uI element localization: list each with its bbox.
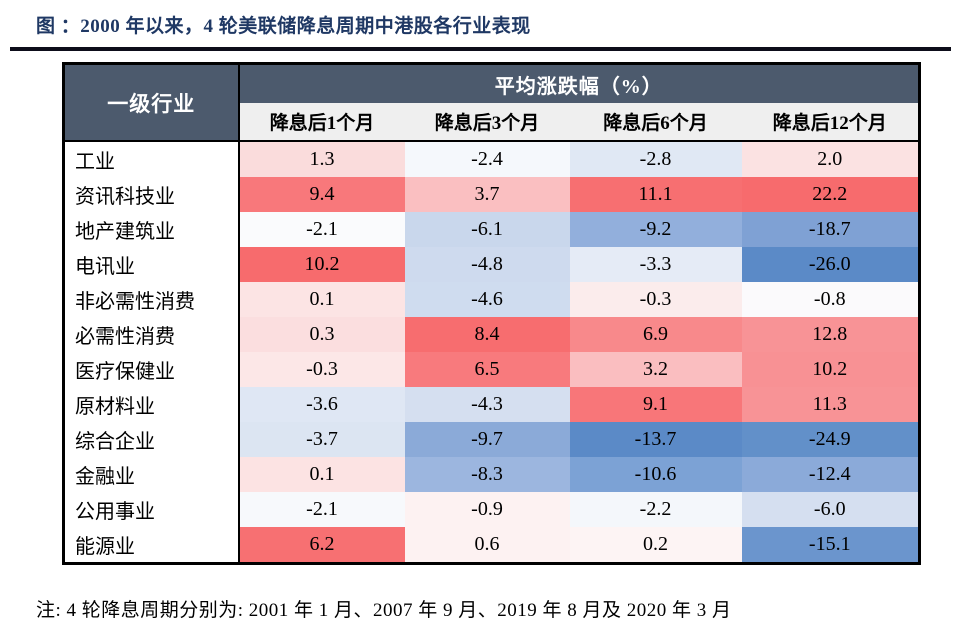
value-cell: -8.3 <box>404 457 570 492</box>
value-cell: 1.3 <box>238 141 405 177</box>
value-cell: -3.7 <box>238 422 405 457</box>
value-cell: -2.8 <box>569 141 742 177</box>
value-cell: 2.0 <box>741 141 920 177</box>
group-header-row: 一级行业 平均涨跌幅（%） <box>63 63 920 142</box>
value-cell: 11.1 <box>569 177 742 212</box>
column-header-row: 降息后1个月 降息后3个月 降息后6个月 降息后12个月 <box>64 103 920 142</box>
table-row: 资讯科技业 9.4 3.7 11.1 22.2 <box>63 177 920 212</box>
table-row: 医疗保健业 -0.3 6.5 3.2 10.2 <box>63 352 920 387</box>
table-row: 公用事业 -2.1 -0.9 -2.2 -6.0 <box>63 492 920 527</box>
table-row: 原材料业 -3.6 -4.3 9.1 11.3 <box>63 387 920 422</box>
table-row: 必需性消费 0.3 8.4 6.9 12.8 <box>63 317 920 352</box>
value-cell: -0.8 <box>741 282 920 317</box>
table-row: 综合企业 -3.7 -9.7 -13.7 -24.9 <box>63 422 920 457</box>
value-cell: 0.6 <box>404 527 570 564</box>
value-cell: -2.1 <box>238 492 405 527</box>
value-cell: 10.2 <box>741 352 920 387</box>
value-cell: -3.3 <box>569 247 742 282</box>
row-label: 综合企业 <box>63 422 240 457</box>
value-cell: 0.1 <box>238 457 405 492</box>
value-cell: 0.2 <box>569 527 742 564</box>
value-cell: -18.7 <box>741 212 920 247</box>
value-cell: 8.4 <box>404 317 570 352</box>
row-label: 工业 <box>63 141 240 177</box>
value-cell: 9.4 <box>238 177 405 212</box>
value-cell: -6.0 <box>741 492 920 527</box>
row-label: 能源业 <box>63 527 240 564</box>
value-cell: -2.4 <box>404 141 570 177</box>
value-cell: -0.3 <box>238 352 405 387</box>
value-cell: -4.3 <box>404 387 570 422</box>
group-header-cell: 平均涨跌幅（%） <box>238 63 920 103</box>
value-cell: -9.7 <box>404 422 570 457</box>
value-cell: -4.8 <box>404 247 570 282</box>
figure-note: 注: 4 轮降息周期分别为: 2001 年 1 月、2007 年 9 月、201… <box>36 600 732 621</box>
column-header: 降息后1个月 <box>238 103 405 142</box>
value-cell: -6.1 <box>404 212 570 247</box>
title-divider <box>10 47 951 51</box>
row-label: 地产建筑业 <box>63 212 240 247</box>
table-row: 能源业 6.2 0.6 0.2 -15.1 <box>63 527 920 564</box>
value-cell: -9.2 <box>569 212 742 247</box>
value-cell: 6.9 <box>569 317 742 352</box>
value-cell: 9.1 <box>569 387 742 422</box>
value-cell: 0.1 <box>238 282 405 317</box>
figure-title: 图 ：2000 年以来，4 轮美联储降息周期中港股各行业表现 <box>36 16 531 37</box>
column-header: 降息后3个月 <box>404 103 570 142</box>
table-body: 工业 1.3 -2.4 -2.8 2.0 资讯科技业 9.4 3.7 11.1 22.2 地产建筑业… <box>63 141 920 564</box>
row-label: 非必需性消费 <box>63 282 240 317</box>
column-header: 降息后6个月 <box>569 103 742 142</box>
value-cell: -26.0 <box>741 247 920 282</box>
value-cell: -24.9 <box>741 422 920 457</box>
value-cell: 0.3 <box>238 317 405 352</box>
row-label: 原材料业 <box>63 387 240 422</box>
table-row: 非必需性消费 0.1 -4.6 -0.3 -0.8 <box>63 282 920 317</box>
value-cell: -13.7 <box>569 422 742 457</box>
row-label: 金融业 <box>63 457 240 492</box>
table-row: 金融业 0.1 -8.3 -10.6 -12.4 <box>63 457 920 492</box>
value-cell: -3.6 <box>238 387 405 422</box>
value-cell: 3.7 <box>404 177 570 212</box>
row-label: 公用事业 <box>63 492 240 527</box>
value-cell: 12.8 <box>741 317 920 352</box>
value-cell: 10.2 <box>238 247 405 282</box>
value-cell: -0.9 <box>404 492 570 527</box>
value-cell: -2.2 <box>569 492 742 527</box>
sector-performance-table: 一级行业 平均涨跌幅（%） 降息后1个月 降息后3个月 降息后6个月 降息后12个月 … <box>62 62 921 565</box>
value-cell: 6.2 <box>238 527 405 564</box>
row-label: 电讯业 <box>63 247 240 282</box>
value-cell: 22.2 <box>741 177 920 212</box>
row-header-cell: 一级行业 <box>63 63 240 142</box>
row-label: 必需性消费 <box>63 317 240 352</box>
value-cell: -12.4 <box>741 457 920 492</box>
table-row: 电讯业 10.2 -4.8 -3.3 -26.0 <box>63 247 920 282</box>
value-cell: -15.1 <box>741 527 920 564</box>
value-cell: 6.5 <box>404 352 570 387</box>
value-cell: -2.1 <box>238 212 405 247</box>
value-cell: 3.2 <box>569 352 742 387</box>
column-header: 降息后12个月 <box>741 103 920 142</box>
row-label: 医疗保健业 <box>63 352 240 387</box>
row-label: 资讯科技业 <box>63 177 240 212</box>
value-cell: -0.3 <box>569 282 742 317</box>
table-row: 地产建筑业 -2.1 -6.1 -9.2 -18.7 <box>63 212 920 247</box>
value-cell: -10.6 <box>569 457 742 492</box>
table-row: 工业 1.3 -2.4 -2.8 2.0 <box>63 141 920 177</box>
value-cell: 11.3 <box>741 387 920 422</box>
table-header: 一级行业 平均涨跌幅（%） 降息后1个月 降息后3个月 降息后6个月 降息后12个月 <box>63 63 920 142</box>
value-cell: -4.6 <box>404 282 570 317</box>
